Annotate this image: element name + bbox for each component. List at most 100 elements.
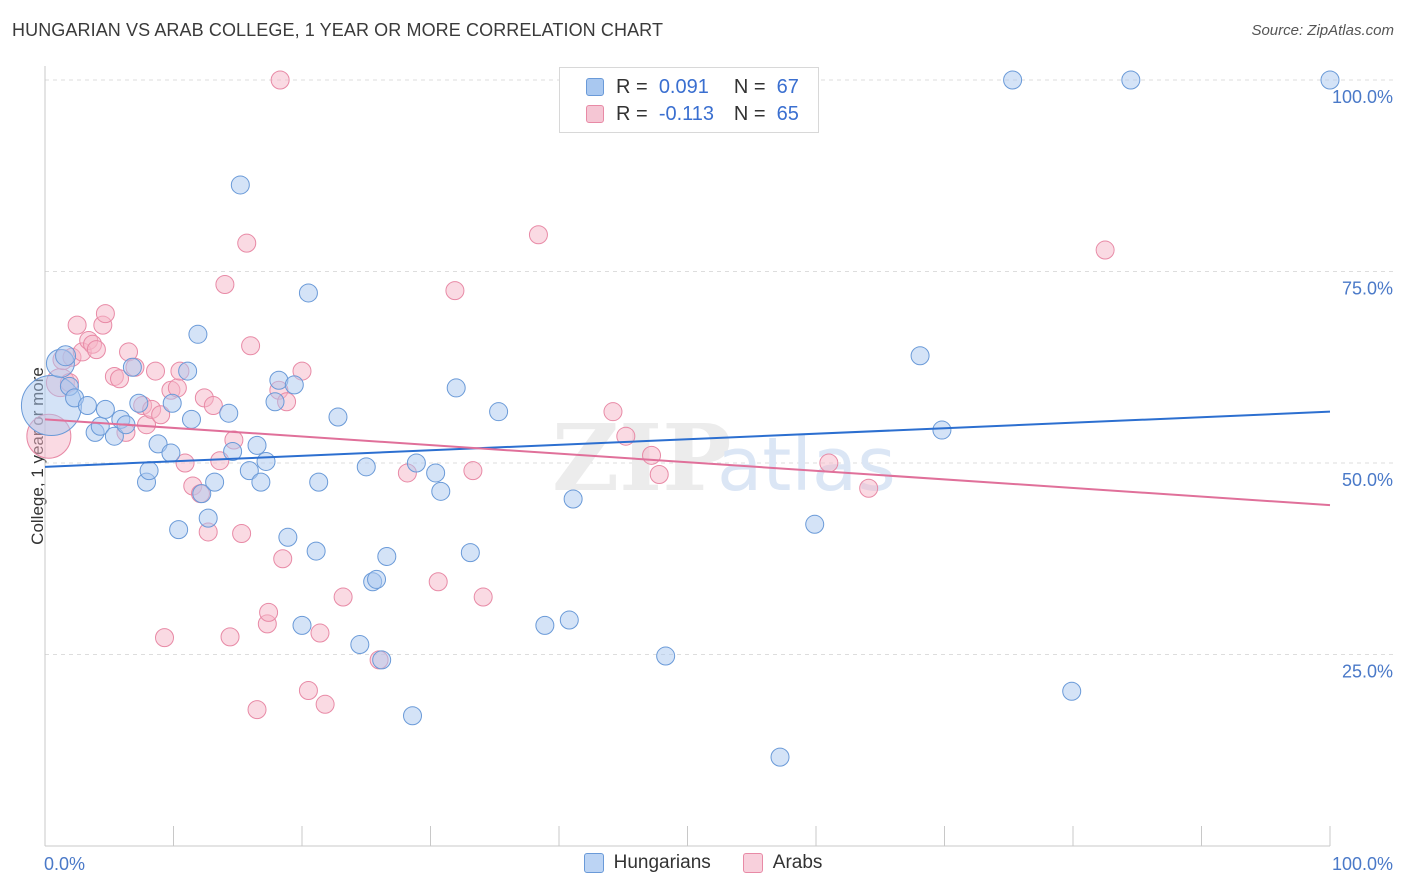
y-tick-label: 75.0% bbox=[1342, 279, 1393, 299]
arab-point bbox=[95, 304, 115, 324]
trend-lines bbox=[44, 410, 1331, 507]
hungarian-point bbox=[446, 378, 466, 398]
hungarian-point bbox=[535, 615, 555, 635]
arab-point bbox=[428, 572, 448, 592]
hungarian-point bbox=[306, 541, 326, 561]
pink-swatch-icon bbox=[586, 105, 604, 123]
arab-point bbox=[445, 281, 465, 301]
arab-point bbox=[473, 587, 493, 607]
hungarian-point bbox=[910, 346, 930, 366]
hungarian-point bbox=[278, 527, 298, 547]
blue-swatch-icon bbox=[586, 78, 604, 96]
legend-row-arabs: R = -0.113 N = 65 bbox=[586, 102, 799, 126]
arab-point bbox=[333, 587, 353, 607]
hungarian-point bbox=[230, 175, 250, 195]
arab-point bbox=[203, 396, 223, 416]
tick-labels: 25.0% 50.0% 75.0% 100.0% 0.0% 100.0% bbox=[44, 87, 1393, 874]
y-tick-label: 25.0% bbox=[1342, 662, 1393, 682]
y-tick-label: 50.0% bbox=[1342, 470, 1393, 490]
hungarian-point bbox=[292, 615, 312, 635]
hungarian-point bbox=[377, 546, 397, 566]
hungarian-point bbox=[104, 426, 124, 446]
hungarian-point bbox=[656, 646, 676, 666]
arab-point bbox=[232, 523, 252, 543]
grid-lines bbox=[45, 79, 1395, 655]
hungarian-point bbox=[77, 396, 97, 416]
arab-point bbox=[298, 681, 318, 701]
hungarian-point bbox=[169, 520, 189, 540]
hungarian-point bbox=[265, 392, 285, 412]
arab-point bbox=[310, 623, 330, 643]
hungarian-point bbox=[162, 393, 182, 413]
hungarian-point bbox=[563, 489, 583, 509]
hungarian-point bbox=[298, 283, 318, 303]
hungarian-point bbox=[223, 442, 243, 462]
legend-item-arabs: Arabs bbox=[742, 852, 823, 874]
arab-point bbox=[215, 275, 235, 295]
hungarian-point bbox=[55, 345, 77, 367]
hungarian-point bbox=[161, 443, 181, 463]
hungarian-point bbox=[1062, 681, 1082, 701]
hungarian-point bbox=[247, 435, 267, 455]
arab-point bbox=[146, 361, 166, 381]
arab-point bbox=[67, 315, 87, 335]
hungarian-point bbox=[367, 569, 387, 589]
watermark: ZIP atlas bbox=[552, 404, 896, 512]
hungarian-point bbox=[403, 706, 423, 726]
r-value: 0.091 bbox=[658, 75, 709, 98]
hungarian-point bbox=[95, 399, 115, 419]
arab-point bbox=[649, 464, 669, 484]
hungarian-point bbox=[932, 420, 952, 440]
arab-point bbox=[110, 369, 130, 389]
hungarians-trend-line bbox=[44, 410, 1331, 468]
hungarian-point bbox=[1003, 70, 1023, 90]
y-tick-label: 100.0% bbox=[1332, 87, 1393, 107]
hungarian-point bbox=[122, 357, 142, 377]
arab-point bbox=[616, 426, 636, 446]
arab-point bbox=[819, 453, 839, 473]
hungarian-point bbox=[219, 403, 239, 423]
r-label: R = bbox=[616, 102, 648, 125]
hungarian-point bbox=[251, 472, 271, 492]
hungarian-point bbox=[489, 402, 509, 422]
arab-point bbox=[642, 445, 662, 465]
hungarian-point bbox=[178, 361, 198, 381]
legend-label-arabs: Arabs bbox=[772, 852, 823, 873]
hungarian-point bbox=[356, 457, 376, 477]
hungarian-point bbox=[372, 650, 392, 670]
r-label: R = bbox=[616, 75, 648, 98]
hungarian-point bbox=[805, 514, 825, 534]
hungarian-point bbox=[129, 393, 149, 413]
arab-point bbox=[273, 549, 293, 569]
hungarian-point bbox=[284, 375, 304, 395]
legend-label-hungarians: Hungarians bbox=[613, 852, 711, 873]
hungarian-point bbox=[256, 451, 276, 471]
r-value: -0.113 bbox=[658, 102, 715, 125]
hungarian-point bbox=[309, 472, 329, 492]
n-value: 67 bbox=[776, 75, 799, 98]
arab-point bbox=[463, 461, 483, 481]
legend-item-hungarians: Hungarians bbox=[583, 852, 711, 874]
hungarian-point bbox=[181, 409, 201, 429]
arab-point bbox=[859, 478, 879, 498]
chart-title: HUNGARIAN VS ARAB COLLEGE, 1 YEAR OR MOR… bbox=[12, 20, 664, 40]
hungarian-point bbox=[431, 481, 451, 501]
correlation-legend: R = 0.091 N = 67 R = -0.113 N = 65 bbox=[559, 67, 819, 133]
hungarian-point bbox=[192, 484, 212, 504]
hungarian-point bbox=[770, 747, 790, 767]
arab-point bbox=[270, 70, 290, 90]
hungarian-point bbox=[1121, 70, 1141, 90]
x-tick-label-start: 0.0% bbox=[44, 854, 85, 874]
legend-row-hungarians: R = 0.091 N = 67 bbox=[586, 75, 799, 99]
arab-point bbox=[237, 233, 257, 253]
hungarian-point bbox=[239, 461, 259, 481]
n-label: N = bbox=[733, 75, 766, 98]
arab-point bbox=[175, 453, 195, 473]
source-note: Source: ZipAtlas.com bbox=[1251, 22, 1394, 39]
arab-point bbox=[315, 694, 335, 714]
arab-point bbox=[247, 700, 267, 720]
hungarian-point bbox=[406, 453, 426, 473]
hungarian-point bbox=[426, 463, 446, 483]
arab-point bbox=[603, 402, 623, 422]
